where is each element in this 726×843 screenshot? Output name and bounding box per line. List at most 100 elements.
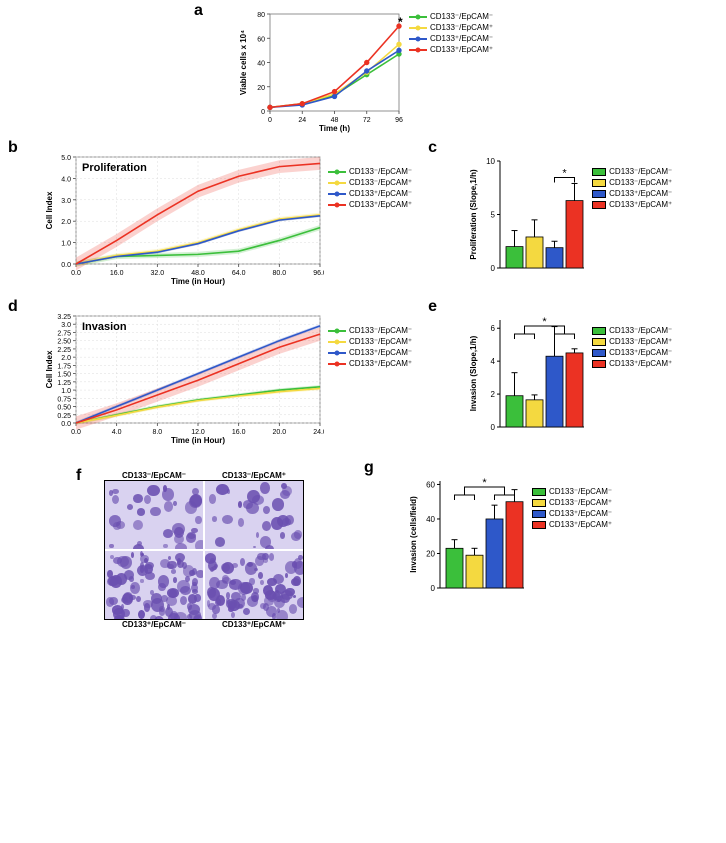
panel-g-legend: CD133⁻/EpCAM⁻ CD133⁻/EpCAM⁺ CD133⁺/EpCAM⁻ C… <box>532 487 612 529</box>
panel-d-chart: 0.00.250.500.751.01.251.501.752.02.252.5… <box>44 310 324 445</box>
legend-item: CD133⁺/EpCAM⁻ <box>328 189 412 198</box>
svg-text:2.75: 2.75 <box>57 330 71 337</box>
svg-text:64.0: 64.0 <box>232 270 246 277</box>
svg-text:0.0: 0.0 <box>71 429 81 436</box>
svg-text:0.0: 0.0 <box>61 262 71 269</box>
svg-text:20.0: 20.0 <box>273 429 287 436</box>
svg-text:5.0: 5.0 <box>61 155 71 162</box>
legend-item: CD133⁺/EpCAM⁻ <box>409 34 493 43</box>
svg-text:*: * <box>482 477 487 489</box>
svg-text:1.0: 1.0 <box>61 241 71 248</box>
legend-item: CD133⁻/EpCAM⁺ <box>328 178 412 187</box>
svg-text:Cell Index: Cell Index <box>45 191 54 229</box>
legend-item: CD133⁺/EpCAM⁻ <box>328 348 412 357</box>
svg-text:96: 96 <box>395 117 403 124</box>
svg-text:0: 0 <box>491 423 496 432</box>
panel-e-legend: CD133⁻/EpCAM⁻CD133⁻/EpCAM⁺CD133⁺/EpCAM⁻C… <box>592 326 672 368</box>
svg-text:60: 60 <box>257 36 265 43</box>
svg-text:2.50: 2.50 <box>57 339 71 346</box>
svg-text:24: 24 <box>298 117 306 124</box>
panel-g-chart: 0 20 40 60 Invasion (cells/field) * <box>408 471 528 596</box>
legend-item: CD133⁺/EpCAM⁺ <box>532 520 612 529</box>
svg-text:20: 20 <box>257 85 265 92</box>
svg-text:32.0: 32.0 <box>151 270 165 277</box>
legend-item: CD133⁻/EpCAM⁻ <box>532 487 612 496</box>
legend-item: CD133⁺/EpCAM⁻ <box>532 509 612 518</box>
panel-c-label: c <box>428 139 437 157</box>
legend-item: CD133⁺/EpCAM⁺ <box>328 200 412 209</box>
legend-item: CD133⁺/EpCAM⁺ <box>409 45 493 54</box>
svg-text:1.75: 1.75 <box>57 363 71 370</box>
panel-g-label: g <box>364 459 374 477</box>
legend-item: CD133⁺/EpCAM⁺ <box>592 359 672 368</box>
svg-text:72: 72 <box>363 117 371 124</box>
svg-text:1.0: 1.0 <box>61 388 71 395</box>
svg-text:5: 5 <box>491 211 496 220</box>
legend-item: CD133⁻/EpCAM⁻ <box>592 326 672 335</box>
svg-text:Cell Index: Cell Index <box>45 350 54 388</box>
legend-item: CD133⁻/EpCAM⁺ <box>409 23 493 32</box>
panel-b-chart: 0.01.02.03.04.05.00.016.032.048.064.080.… <box>44 151 324 286</box>
svg-text:Time (h): Time (h) <box>319 124 350 133</box>
panel-f-label: f <box>76 467 81 485</box>
svg-text:2.0: 2.0 <box>61 219 71 226</box>
svg-text:0.50: 0.50 <box>57 405 71 412</box>
svg-text:Invasion: Invasion <box>82 321 127 333</box>
svg-text:4: 4 <box>491 357 496 366</box>
svg-text:Time (in Hour): Time (in Hour) <box>171 436 225 445</box>
svg-text:*: * <box>543 316 548 328</box>
legend-item: CD133⁻/EpCAM⁺ <box>328 337 412 346</box>
svg-text:8.0: 8.0 <box>152 429 162 436</box>
svg-text:12.0: 12.0 <box>191 429 205 436</box>
legend-item: CD133⁺/EpCAM⁺ <box>328 359 412 368</box>
svg-text:Proliferation (Slope,1/h): Proliferation (Slope,1/h) <box>469 169 478 260</box>
svg-text:3.0: 3.0 <box>61 322 71 329</box>
svg-text:Invasion (cells/field): Invasion (cells/field) <box>409 496 418 573</box>
legend-item: CD133⁺/EpCAM⁻ <box>592 189 672 198</box>
panel-a-chart: 020406080024487296Viable cells x 10⁴Time… <box>238 8 403 133</box>
svg-text:Invasion (Slope,1/h): Invasion (Slope,1/h) <box>469 335 478 411</box>
svg-text:0: 0 <box>261 109 265 116</box>
micrograph-cell <box>105 481 203 549</box>
panel-e-label: e <box>428 298 437 316</box>
svg-text:0: 0 <box>431 584 436 593</box>
svg-text:20: 20 <box>426 549 435 558</box>
panel-c-legend: CD133⁻/EpCAM⁻CD133⁻/EpCAM⁺CD133⁺/EpCAM⁻C… <box>592 167 672 209</box>
svg-text:24.0: 24.0 <box>313 429 324 436</box>
svg-text:0.75: 0.75 <box>57 396 71 403</box>
svg-text:80: 80 <box>257 12 265 19</box>
svg-text:0: 0 <box>491 264 496 273</box>
svg-text:16.0: 16.0 <box>232 429 246 436</box>
svg-text:48.0: 48.0 <box>191 270 205 277</box>
svg-text:16.0: 16.0 <box>110 270 124 277</box>
svg-text:4.0: 4.0 <box>61 176 71 183</box>
legend-item: CD133⁻/EpCAM⁺ <box>592 178 672 187</box>
micro-label-bl: CD133⁺/EpCAM⁻ <box>122 620 186 629</box>
svg-text:0: 0 <box>268 117 272 124</box>
svg-text:3.25: 3.25 <box>57 314 71 321</box>
svg-text:40: 40 <box>426 515 435 524</box>
svg-text:0.0: 0.0 <box>61 421 71 428</box>
svg-text:Time (in Hour): Time (in Hour) <box>171 277 225 286</box>
panel-d-label: d <box>8 298 18 316</box>
legend-item: CD133⁻/EpCAM⁺ <box>592 337 672 346</box>
svg-text:3.0: 3.0 <box>61 198 71 205</box>
panel-f-micrographs <box>104 480 304 620</box>
legend-item: CD133⁻/EpCAM⁺ <box>532 498 612 507</box>
svg-text:0.25: 0.25 <box>57 413 71 420</box>
micro-label-tr: CD133⁻/EpCAM⁺ <box>222 471 286 480</box>
svg-text:60: 60 <box>426 480 435 489</box>
panel-a-label: a <box>194 2 203 20</box>
svg-text:Proliferation: Proliferation <box>82 162 147 174</box>
svg-text:48: 48 <box>331 117 339 124</box>
panel-c-chart: 0510Proliferation (Slope,1/h)* <box>468 151 588 276</box>
panel-e-chart: 0246Invasion (Slope,1/h)* <box>468 310 588 435</box>
legend-item: CD133⁻/EpCAM⁻ <box>328 326 412 335</box>
legend-item: CD133⁻/EpCAM⁻ <box>328 167 412 176</box>
svg-text:0.0: 0.0 <box>71 270 81 277</box>
svg-text:6: 6 <box>491 324 496 333</box>
micro-label-br: CD133⁺/EpCAM⁺ <box>222 620 286 629</box>
svg-text:Viable cells x 10⁴: Viable cells x 10⁴ <box>239 30 248 95</box>
svg-text:10: 10 <box>486 157 495 166</box>
svg-text:2.25: 2.25 <box>57 347 71 354</box>
